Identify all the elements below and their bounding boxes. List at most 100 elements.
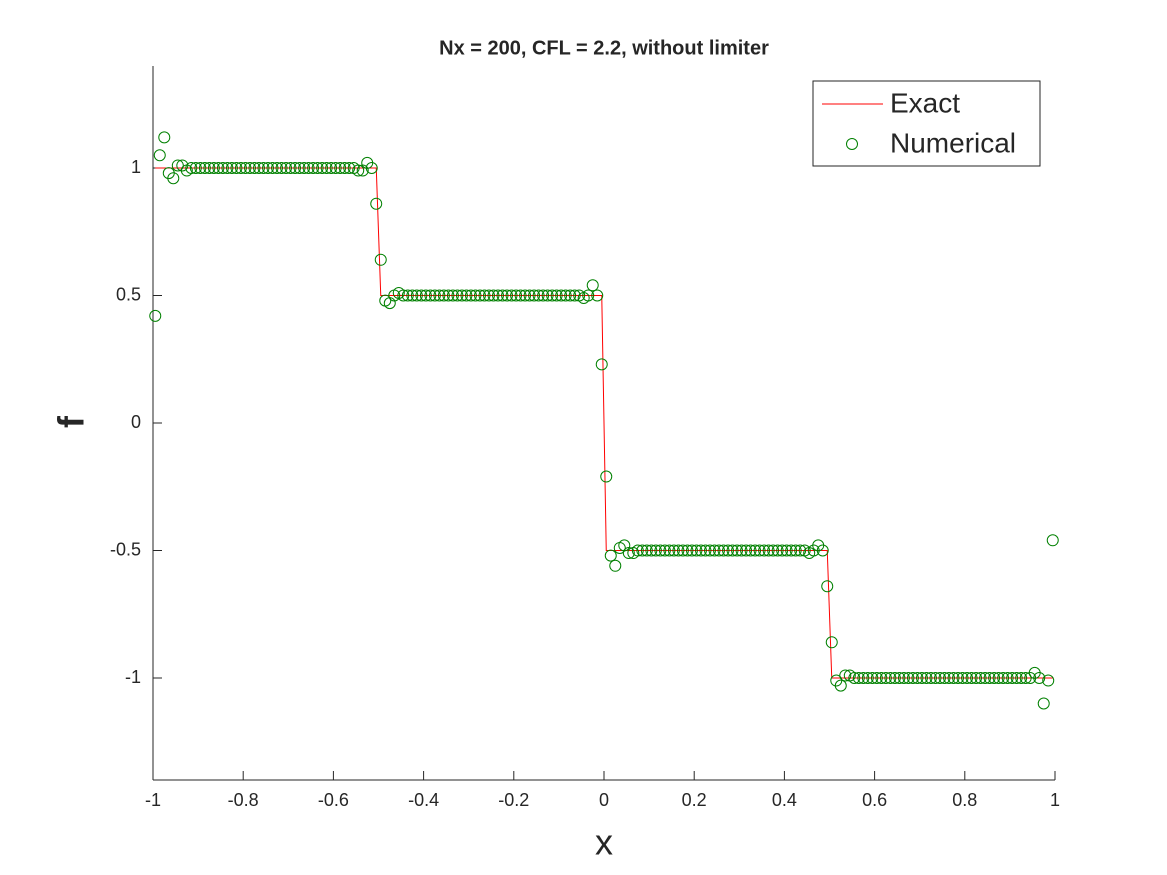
- numerical-marker: [505, 289, 518, 302]
- x-tick-label: -0.6: [318, 790, 349, 810]
- numerical-marker: [645, 544, 658, 557]
- numerical-marker: [158, 131, 171, 144]
- numerical-marker: [325, 162, 338, 174]
- numerical-marker: [676, 544, 689, 557]
- numerical-marker: [523, 289, 536, 302]
- numerical-marker: [1019, 672, 1032, 684]
- numerical-marker: [983, 672, 996, 684]
- numerical-marker: [248, 162, 261, 174]
- legend-label: Numerical: [890, 127, 1016, 158]
- numerical-marker: [929, 672, 942, 684]
- numerical-marker: [275, 162, 288, 174]
- numerical-marker: [834, 679, 847, 692]
- numerical-marker: [767, 544, 780, 557]
- numerical-marker: [564, 289, 577, 302]
- numerical-marker: [311, 162, 324, 174]
- numerical-marker: [334, 162, 347, 174]
- numerical-marker: [771, 544, 784, 557]
- numerical-marker: [419, 289, 432, 302]
- numerical-marker: [758, 544, 771, 557]
- numerical-marker: [320, 162, 333, 174]
- numerical-marker: [816, 544, 829, 557]
- numerical-marker: [604, 549, 617, 562]
- numerical-marker: [365, 162, 378, 174]
- numerical-marker: [437, 289, 450, 302]
- numerical-marker: [965, 672, 978, 684]
- numerical-marker: [329, 162, 342, 174]
- numerical-marker: [559, 289, 572, 302]
- numerical-marker: [943, 672, 956, 684]
- numerical-marker: [740, 544, 753, 557]
- numerical-marker: [663, 544, 676, 557]
- numerical-marker: [618, 539, 631, 552]
- numerical-marker: [401, 289, 414, 302]
- numerical-marker: [906, 672, 919, 684]
- y-tick-label: 0.5: [116, 284, 141, 304]
- numerical-marker: [888, 672, 901, 684]
- numerical-marker: [785, 544, 798, 557]
- numerical-marker: [893, 672, 906, 684]
- numerical-marker: [455, 289, 468, 302]
- numerical-marker: [870, 672, 883, 684]
- numerical-marker: [555, 289, 568, 302]
- numerical-marker: [938, 672, 951, 684]
- numerical-marker: [703, 544, 716, 557]
- numerical-marker: [406, 289, 419, 302]
- numerical-marker: [243, 162, 256, 174]
- numerical-marker: [861, 672, 874, 684]
- x-tick-label: 0.2: [682, 790, 707, 810]
- numerical-marker: [442, 289, 455, 302]
- numerical-marker: [546, 289, 559, 302]
- numerical-marker: [997, 672, 1010, 684]
- numerical-marker: [433, 289, 446, 302]
- numerical-marker: [501, 289, 514, 302]
- x-tick-label: -0.8: [228, 790, 259, 810]
- x-tick-label: 1: [1050, 790, 1060, 810]
- x-tick-label: 0: [599, 790, 609, 810]
- numerical-marker: [496, 289, 509, 302]
- numerical-marker: [307, 162, 320, 174]
- numerical-marker: [947, 672, 960, 684]
- numerical-marker: [866, 672, 879, 684]
- numerical-marker: [514, 289, 527, 302]
- numerical-marker: [920, 672, 933, 684]
- numerical-marker: [266, 162, 279, 174]
- numerical-marker: [262, 162, 275, 174]
- numerical-marker: [239, 162, 252, 174]
- numerical-marker: [658, 544, 671, 557]
- numerical-marker: [482, 289, 495, 302]
- numerical-marker: [519, 289, 532, 302]
- numerical-marker: [167, 172, 180, 185]
- numerical-marker: [722, 544, 735, 557]
- x-tick-label: 0.6: [862, 790, 887, 810]
- numerical-marker: [884, 672, 897, 684]
- numerical-marker: [289, 162, 302, 174]
- numerical-marker: [383, 297, 396, 310]
- y-tick-label: 1: [131, 157, 141, 177]
- numerical-marker: [911, 672, 924, 684]
- x-tick-label: 0.4: [772, 790, 797, 810]
- numerical-marker: [667, 544, 680, 557]
- numerical-marker: [284, 162, 297, 174]
- numerical-marker: [451, 289, 464, 302]
- numerical-marker: [631, 544, 644, 557]
- numerical-marker: [510, 289, 523, 302]
- legend-label: Exact: [890, 87, 960, 118]
- numerical-marker: [717, 544, 730, 557]
- numerical-marker: [694, 544, 707, 557]
- numerical-marker: [216, 162, 229, 174]
- numerical-marker: [212, 162, 225, 174]
- numerical-marker: [149, 309, 162, 322]
- numerical-marker: [609, 559, 622, 572]
- numerical-marker: [681, 544, 694, 557]
- numerical-marker: [744, 544, 757, 557]
- numerical-marker: [293, 162, 306, 174]
- y-tick-label: -0.5: [110, 539, 141, 559]
- numerical-marker: [230, 162, 243, 174]
- chart-title: Nx = 200, CFL = 2.2, without limiter: [439, 37, 769, 59]
- numerical-marker: [198, 162, 211, 174]
- numerical-marker: [221, 162, 234, 174]
- numerical-marker: [568, 289, 581, 302]
- numerical-marker: [839, 669, 852, 682]
